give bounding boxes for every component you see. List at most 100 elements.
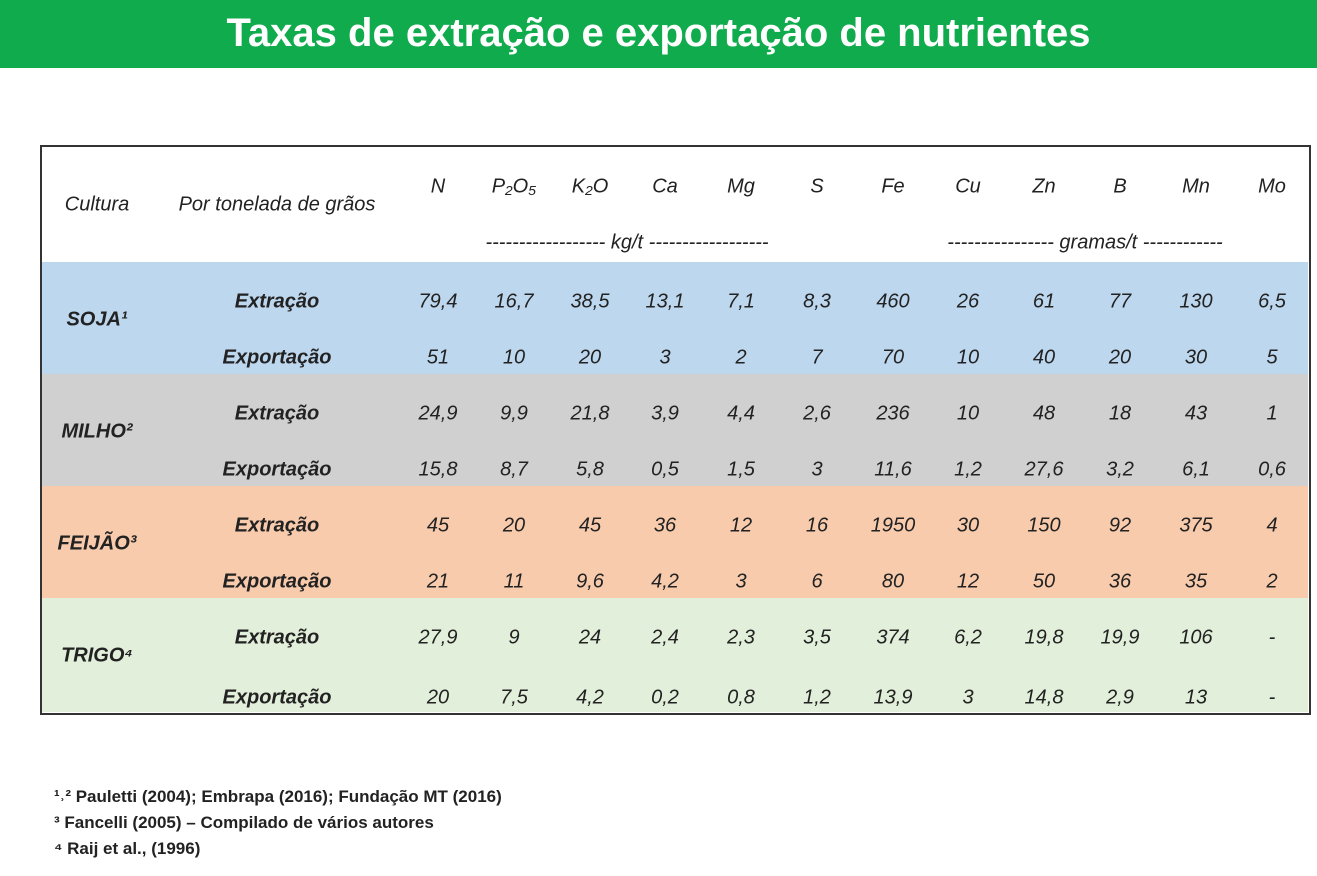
cell: 3 xyxy=(659,346,671,369)
cell: 374 xyxy=(876,626,910,649)
cell: 80 xyxy=(881,570,905,593)
cell: 0,5 xyxy=(651,458,679,481)
cell: 19,9 xyxy=(1100,626,1140,649)
cell: 20 xyxy=(1108,346,1132,369)
crop-name: TRIGO⁴ xyxy=(61,644,133,667)
cell: 0,6 xyxy=(1258,458,1286,481)
cell: 13 xyxy=(1184,686,1208,709)
cell: 27,9 xyxy=(418,626,458,649)
cell: 1950 xyxy=(870,514,916,537)
row-label: Exportação xyxy=(222,346,332,369)
row-band xyxy=(42,262,1308,374)
cell: 6,1 xyxy=(1182,458,1210,481)
unit-label: ------------------ kg/t ----------------… xyxy=(485,231,769,254)
cell: 18 xyxy=(1108,402,1132,425)
row-band xyxy=(42,486,1308,598)
column-header: Fe xyxy=(881,175,905,198)
cell: 20 xyxy=(502,514,526,537)
column-header: B xyxy=(1113,175,1127,198)
cell: 30 xyxy=(956,514,980,537)
row-label: Exportação xyxy=(222,570,332,593)
row-band xyxy=(42,598,1308,712)
cell: 30 xyxy=(1184,346,1208,369)
cell: 12 xyxy=(729,514,753,537)
column-header: P₂O₅ xyxy=(491,175,537,198)
crop-name: MILHO² xyxy=(61,420,133,443)
cell: 79,4 xyxy=(418,290,458,313)
cell: 16 xyxy=(805,514,829,537)
cell: 236 xyxy=(876,402,910,425)
unit-label: ---------------- gramas/t ------------ xyxy=(947,231,1223,254)
cell: 50 xyxy=(1032,570,1056,593)
cell: 5,8 xyxy=(576,458,604,481)
cell: 130 xyxy=(1179,290,1213,313)
column-header: S xyxy=(810,175,824,198)
row-label: Exportação xyxy=(222,458,332,481)
cell: 92 xyxy=(1108,514,1132,537)
cell: 11 xyxy=(503,570,525,593)
cell: 4,2 xyxy=(576,686,604,709)
cell: 2,3 xyxy=(727,626,755,649)
row-band xyxy=(42,374,1308,486)
cell: 35 xyxy=(1184,570,1208,593)
cell: 375 xyxy=(1179,514,1213,537)
cell: 48 xyxy=(1032,402,1056,425)
cell: 2,4 xyxy=(651,626,679,649)
cell: 0,2 xyxy=(651,686,679,709)
column-header: Mg xyxy=(727,175,755,198)
cell: 2 xyxy=(735,346,747,369)
cell: 3,5 xyxy=(803,626,831,649)
cell: 10 xyxy=(956,346,980,369)
cell: 6,2 xyxy=(954,626,982,649)
crop-name: SOJA¹ xyxy=(66,308,128,331)
row-label: Extração xyxy=(234,626,320,649)
cell: 7 xyxy=(811,346,823,369)
cell: 9 xyxy=(508,626,520,649)
cell: 1 xyxy=(1266,402,1278,425)
footnote: ¹˒² Pauletti (2004); Embrapa (2016); Fun… xyxy=(54,787,502,806)
cell: 20 xyxy=(578,346,602,369)
column-header: Mn xyxy=(1182,175,1210,198)
crop-name: FEIJÃO³ xyxy=(57,532,137,555)
cell: 4,4 xyxy=(727,402,755,425)
cell: 19,8 xyxy=(1024,626,1064,649)
cell: 27,6 xyxy=(1024,458,1064,481)
cell: 77 xyxy=(1108,290,1132,313)
cell: 14,8 xyxy=(1024,686,1064,709)
cell: 40 xyxy=(1032,346,1056,369)
cell: 9,9 xyxy=(500,402,528,425)
cell: 45 xyxy=(578,514,602,537)
cell: 3,2 xyxy=(1106,458,1134,481)
cell: 3 xyxy=(811,458,823,481)
cell: 3 xyxy=(735,570,747,593)
cell: 6 xyxy=(811,570,823,593)
cell: 1,5 xyxy=(727,458,755,481)
footnote: ⁴ Raij et al., (1996) xyxy=(54,839,201,858)
row-label: Exportação xyxy=(222,686,332,709)
cell: 0,8 xyxy=(727,686,755,709)
column-header: Por tonelada de grãos xyxy=(178,193,376,216)
cell: 13,1 xyxy=(645,290,685,313)
row-label: Extração xyxy=(234,402,320,425)
column-header: Cultura xyxy=(64,193,130,216)
cell: 38,5 xyxy=(570,290,610,313)
cell: 7,1 xyxy=(727,290,755,313)
cell: 10 xyxy=(502,346,526,369)
cell: 43 xyxy=(1184,402,1208,425)
cell: 9,6 xyxy=(576,570,604,593)
cell: 1,2 xyxy=(954,458,982,481)
cell: 7,5 xyxy=(500,686,528,709)
column-header: N xyxy=(430,175,446,198)
column-header: Ca xyxy=(652,175,678,198)
cell: 12 xyxy=(956,570,980,593)
column-header: K₂O xyxy=(571,175,609,198)
column-header: Cu xyxy=(955,175,981,198)
cell: 6,5 xyxy=(1258,290,1286,313)
cell: 8,7 xyxy=(500,458,528,481)
cell: 21,8 xyxy=(570,402,610,425)
cell: 36 xyxy=(653,514,677,537)
cell: 11,6 xyxy=(874,458,912,481)
cell: 70 xyxy=(881,346,905,369)
cell: 45 xyxy=(426,514,450,537)
